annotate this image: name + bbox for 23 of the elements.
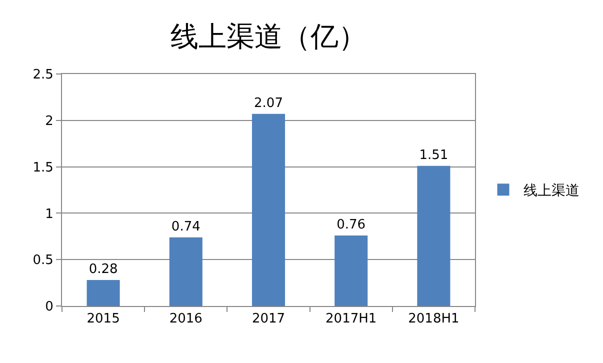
- y-tick-label: 2: [45, 114, 54, 129]
- x-tick-label: 2017H1: [326, 312, 377, 327]
- bar: [334, 235, 368, 306]
- x-tick-label: 2017: [252, 312, 286, 327]
- data-label: 2.07: [254, 96, 283, 111]
- y-tick-label: 1: [45, 206, 54, 222]
- y-tick-label: 2.5: [32, 68, 54, 83]
- bar: [86, 280, 120, 306]
- x-tick-label: 2016: [169, 312, 202, 327]
- y-tick-label: 1.5: [32, 160, 54, 176]
- data-label: 0.76: [336, 217, 366, 232]
- y-tick-label: 0.5: [32, 253, 54, 268]
- bar: [417, 166, 450, 306]
- data-label: 0.28: [88, 262, 118, 278]
- legend-label: 线上渠道: [523, 183, 580, 200]
- data-label: 1.51: [419, 148, 448, 163]
- bar: [252, 114, 286, 306]
- data-label: 0.74: [171, 219, 200, 234]
- chart-title: 线上渠道（亿）: [170, 20, 366, 54]
- x-tick-label: 2018H1: [408, 312, 460, 327]
- y-tick-label: 0: [45, 300, 54, 315]
- bar: [169, 237, 202, 306]
- x-tick-label: 2015: [86, 312, 120, 327]
